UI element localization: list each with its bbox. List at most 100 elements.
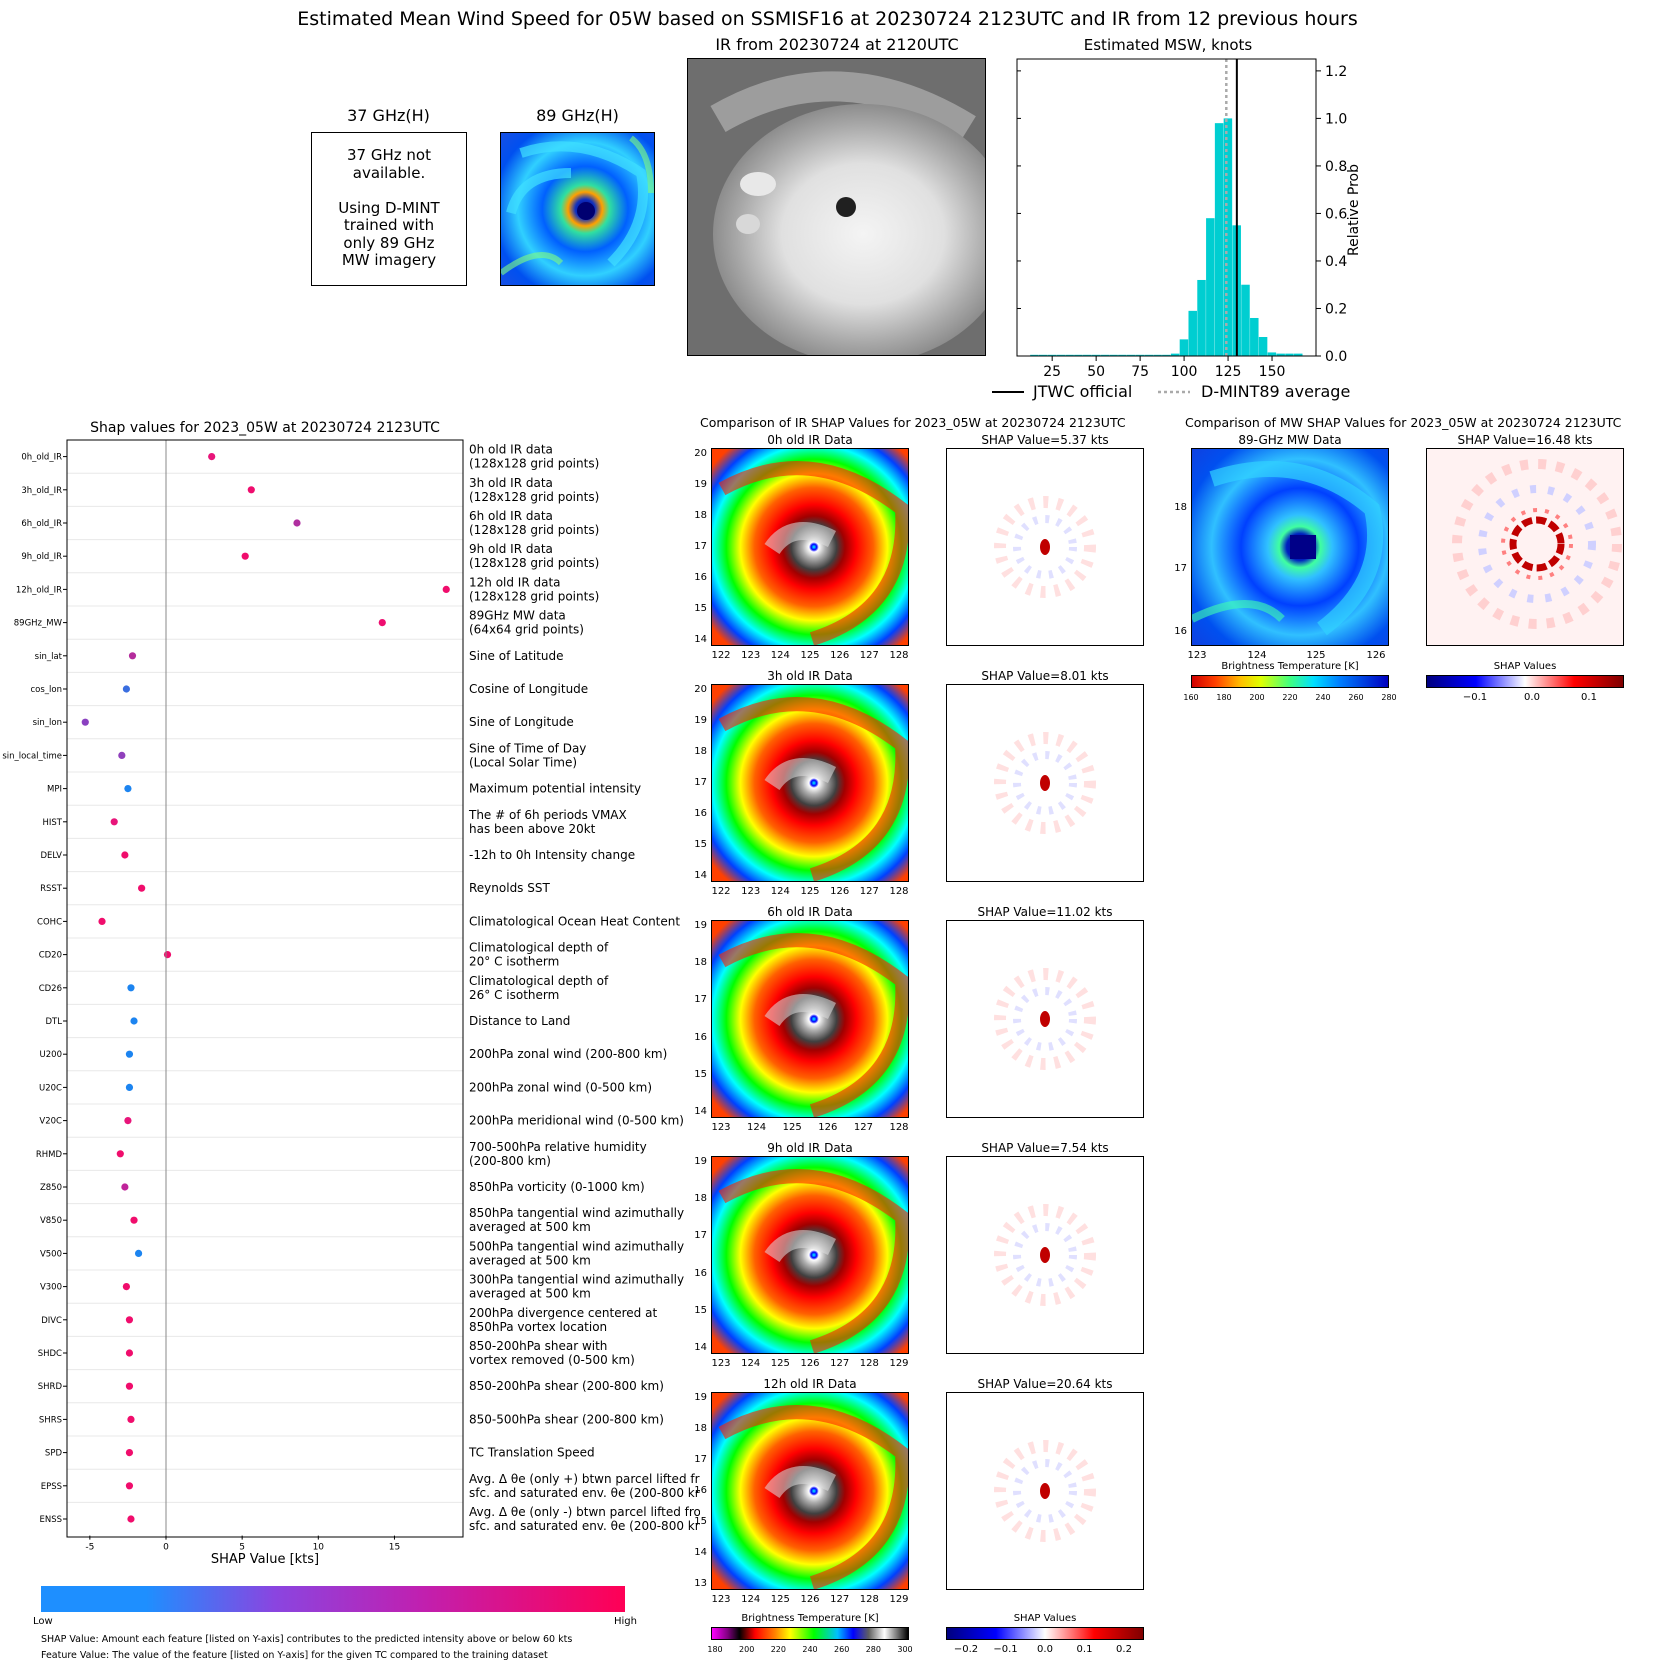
ir-xtick: 122 [711, 650, 731, 661]
hist-bar [1074, 354, 1083, 356]
shap-point [127, 984, 135, 992]
feature-name: sin_lon [33, 718, 62, 728]
mw-shap-title: SHAP Value=16.48 kts [1457, 433, 1593, 447]
feature-description: Reynolds SST [469, 881, 550, 895]
feature-name: V300 [40, 1283, 62, 1293]
mw-bt-colorbar [1191, 675, 1389, 688]
shap-xtick: -5 [85, 1543, 94, 1553]
shap-point [125, 1349, 134, 1357]
ir-shap-image [946, 920, 1144, 1118]
shap-point [125, 1449, 134, 1457]
ir-panel-image [711, 448, 909, 646]
ir-ytick: 14 [694, 634, 707, 645]
feature-description: 850hPa vortex location [469, 1320, 607, 1334]
hist-bar [1188, 310, 1197, 356]
ir-ytick: 18 [694, 510, 707, 521]
feature-description: 6h old IR data [469, 509, 553, 523]
feature-name: V20C [39, 1117, 62, 1127]
mw-shap-tick: 0.0 [1524, 692, 1540, 703]
ir-ytick: 15 [694, 603, 707, 614]
mw-shap-tick: −0.1 [1462, 692, 1488, 703]
shap-point [128, 652, 137, 660]
shap-point [121, 851, 129, 859]
feature-description: 200hPa zonal wind (200-800 km) [469, 1047, 667, 1061]
hist-bar [1258, 336, 1268, 356]
feature-name: SHDC [38, 1349, 62, 1359]
shap-point [98, 917, 106, 925]
shap-point [130, 1017, 138, 1025]
hist-bar [1118, 354, 1127, 356]
ir-title: IR from 20230724 at 2120UTC [715, 35, 959, 54]
mw-ytick: 18 [1174, 502, 1187, 513]
hist-xtick: 50 [1087, 364, 1105, 380]
shap-point [130, 1216, 138, 1224]
colorbar-high: High [614, 1616, 637, 1627]
feature-description: 12h old IR data [469, 575, 561, 589]
feature-description: 200hPa zonal wind (0-500 km) [469, 1080, 652, 1094]
hist-ylabel: Relative Prob [1346, 164, 1362, 256]
feature-description: 850-500hPa shear (200-800 km) [469, 1412, 664, 1426]
hist-xtick: 25 [1043, 364, 1061, 380]
ir-ytick: 19 [694, 1156, 707, 1167]
ir-xtick: 126 [800, 1594, 820, 1605]
ir-xtick: 128 [889, 1122, 909, 1133]
ir-bt-tick: 240 [802, 1645, 818, 1654]
feature-description: 850-200hPa shear with [469, 1339, 607, 1353]
feature-name: cos_lon [30, 685, 62, 695]
ir-xtick: 124 [741, 1594, 761, 1605]
ir-ytick: 18 [694, 1193, 707, 1205]
shap-point [378, 619, 386, 627]
feature-description: Avg. Δ θe (only -) btwn parcel lifted fr… [469, 1505, 700, 1519]
ir-shap-panel-title: SHAP Value=20.64 kts [977, 1377, 1113, 1391]
feature-description: 200hPa divergence centered at [469, 1306, 657, 1320]
ir-ytick: 16 [694, 808, 707, 819]
shap-point [122, 685, 130, 693]
ir-shap-tick: 0.2 [1116, 1644, 1132, 1655]
feature-description: Cosine of Longitude [469, 682, 588, 696]
feature-description: sfc. and saturated env. θe (200-800 km) [469, 1486, 700, 1500]
ir-ytick: 15 [694, 839, 707, 850]
ir-ytick: 14 [694, 870, 707, 881]
hist-ytick: 0.4 [1325, 254, 1347, 270]
feature-name: 0h_old_IR [21, 453, 62, 463]
ir-ytick: 15 [694, 1068, 707, 1080]
feature-description: Maximum potential intensity [469, 782, 641, 796]
colorbar-low: Low [33, 1616, 53, 1627]
ir-shap-tick: −0.1 [993, 1644, 1018, 1655]
ir-xtick: 125 [800, 886, 820, 897]
feature-name: Z850 [40, 1183, 62, 1193]
mw-shap-colorbar [1426, 675, 1624, 688]
ir-shap-image [946, 1392, 1144, 1590]
feature-description: 850hPa tangential wind azimuthally [469, 1206, 684, 1220]
mw-ytick: 16 [1174, 626, 1187, 637]
ir-xtick: 124 [770, 650, 790, 661]
ir-xtick: 126 [800, 1358, 820, 1369]
mw-xtick: 125 [1306, 650, 1326, 661]
shap-point [247, 486, 255, 494]
ir-ytick: 16 [694, 1031, 707, 1043]
ir-xtick: 128 [889, 886, 909, 897]
shap-point [124, 785, 132, 793]
ir-xtick: 123 [711, 1594, 731, 1605]
ir-comparison-title: Comparison of IR SHAP Values for 2023_05… [700, 415, 1126, 430]
ir-xtick: 123 [741, 650, 761, 661]
shap-point [241, 552, 249, 560]
feature-description: averaged at 500 km [469, 1220, 591, 1234]
ir-panel-title: 9h old IR Data [767, 1141, 853, 1155]
feature-description: 700-500hPa relative humidity [469, 1140, 647, 1154]
shap-point [138, 884, 146, 892]
ch37-message-line: only 89 GHz [343, 233, 435, 252]
hist-bar [1100, 354, 1110, 356]
shap-xtick: 0 [163, 1543, 169, 1553]
ch37-message-line: MW imagery [341, 251, 437, 269]
feature-name: MPI [47, 785, 62, 795]
shap-point [163, 951, 172, 959]
note-feature: Feature Value: The value of the feature … [41, 1650, 548, 1661]
ir-shap-label: SHAP Values [1013, 1613, 1077, 1624]
ir-xtick: 128 [889, 650, 909, 661]
ir-shap-image [946, 684, 1144, 882]
hist-bar [1241, 284, 1250, 356]
ir-shap-panel-title: SHAP Value=7.54 kts [981, 1141, 1109, 1155]
feature-description: 850hPa vorticity (0-1000 km) [469, 1180, 645, 1194]
